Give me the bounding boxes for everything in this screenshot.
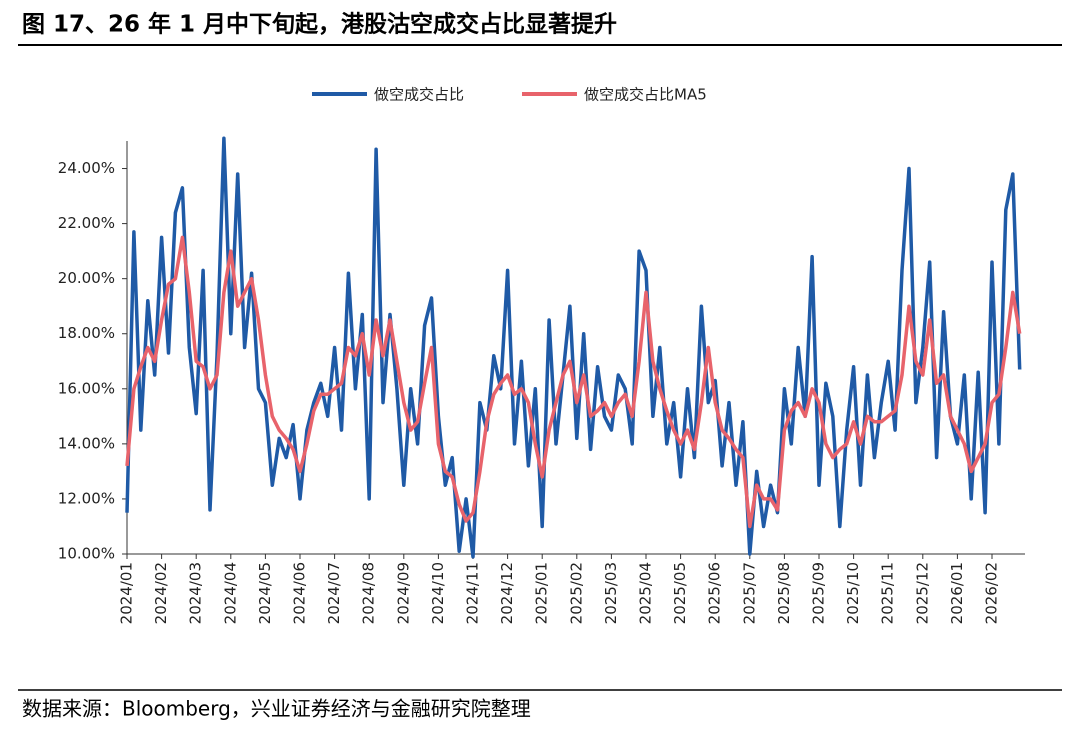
x-tick-label: 2024/01 — [118, 562, 136, 624]
x-tick-label: 2025/04 — [637, 562, 655, 624]
x-tick-label: 2025/12 — [913, 562, 931, 624]
x-tick-label: 2025/10 — [844, 562, 862, 624]
x-tick-label: 2025/07 — [740, 562, 758, 624]
series-line — [125, 235, 1022, 529]
y-tick-label: 24.00% — [58, 159, 115, 177]
y-tick-label: 12.00% — [58, 489, 115, 507]
x-tick-label: 2024/12 — [498, 562, 516, 624]
y-tick-label: 22.00% — [58, 214, 115, 232]
x-tick-label: 2025/08 — [775, 562, 793, 624]
x-tick-label: 2024/03 — [187, 562, 205, 624]
y-tick-label: 20.00% — [58, 269, 115, 287]
x-tick-label: 2025/02 — [567, 562, 585, 624]
source-note: 数据来源：Bloomberg，兴业证券经济与金融研究院整理 — [22, 697, 531, 721]
x-tick-label: 2026/02 — [983, 562, 1001, 624]
x-tick-label: 2025/03 — [602, 562, 620, 624]
x-tick-label: 2024/10 — [429, 562, 447, 624]
x-tick-label: 2024/06 — [291, 562, 309, 624]
x-tick-label: 2025/06 — [706, 562, 724, 624]
x-tick-label: 2024/08 — [360, 562, 378, 624]
x-tick-label: 2024/11 — [464, 562, 482, 624]
x-tick-label: 2026/01 — [948, 562, 966, 624]
x-tick-label: 2024/05 — [256, 562, 274, 624]
legend-label: 做空成交占比 — [374, 86, 464, 104]
x-tick-label: 2024/09 — [394, 562, 412, 624]
x-tick-label: 2025/01 — [533, 562, 551, 624]
x-tick-label: 2025/11 — [879, 562, 897, 624]
y-tick-label: 14.00% — [58, 434, 115, 452]
legend-label: 做空成交占比MA5 — [584, 86, 707, 104]
x-tick-label: 2024/02 — [152, 562, 170, 624]
y-tick-label: 18.00% — [58, 324, 115, 342]
x-tick-label: 2024/07 — [325, 562, 343, 624]
x-tick-label: 2024/04 — [221, 562, 239, 624]
x-tick-label: 2025/09 — [810, 562, 828, 624]
y-tick-label: 16.00% — [58, 379, 115, 397]
x-tick-label: 2025/05 — [671, 562, 689, 624]
y-tick-label: 10.00% — [58, 545, 115, 563]
chart-title: 图 17、26 年 1 月中下旬起，港股沽空成交占比显著提升 — [22, 11, 617, 38]
